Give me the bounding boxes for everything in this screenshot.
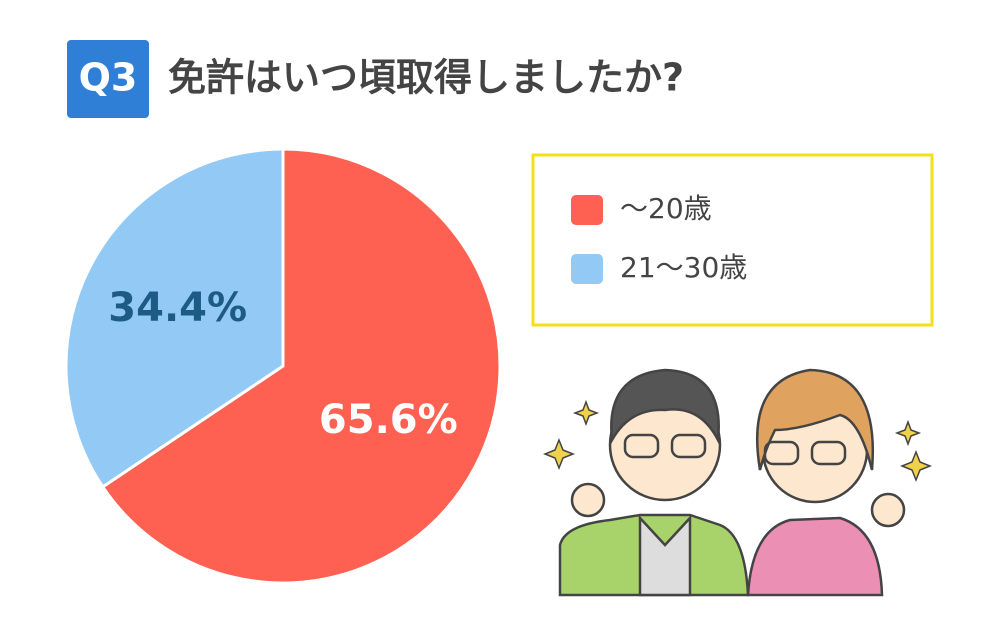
data-label: 34.4% [108, 285, 247, 331]
legend-label: ～20歳 [620, 192, 712, 225]
data-label: 65.6% [319, 397, 458, 443]
pie-slice [64, 147, 285, 489]
badge-box [67, 40, 149, 118]
legend-swatch [571, 254, 603, 284]
legend-label: 21～30歳 [620, 251, 747, 284]
chart-title: 免許はいつ頃取得しましたか? [168, 56, 684, 100]
illustration [542, 368, 933, 597]
badge: Q3 [79, 56, 138, 100]
pie: 65.6% 34.4% [64, 147, 502, 585]
legend: ～20歳 21～30歳 [571, 192, 747, 284]
pie-slice [100, 147, 502, 585]
legend-swatch [571, 195, 603, 225]
legend-box [531, 153, 934, 327]
